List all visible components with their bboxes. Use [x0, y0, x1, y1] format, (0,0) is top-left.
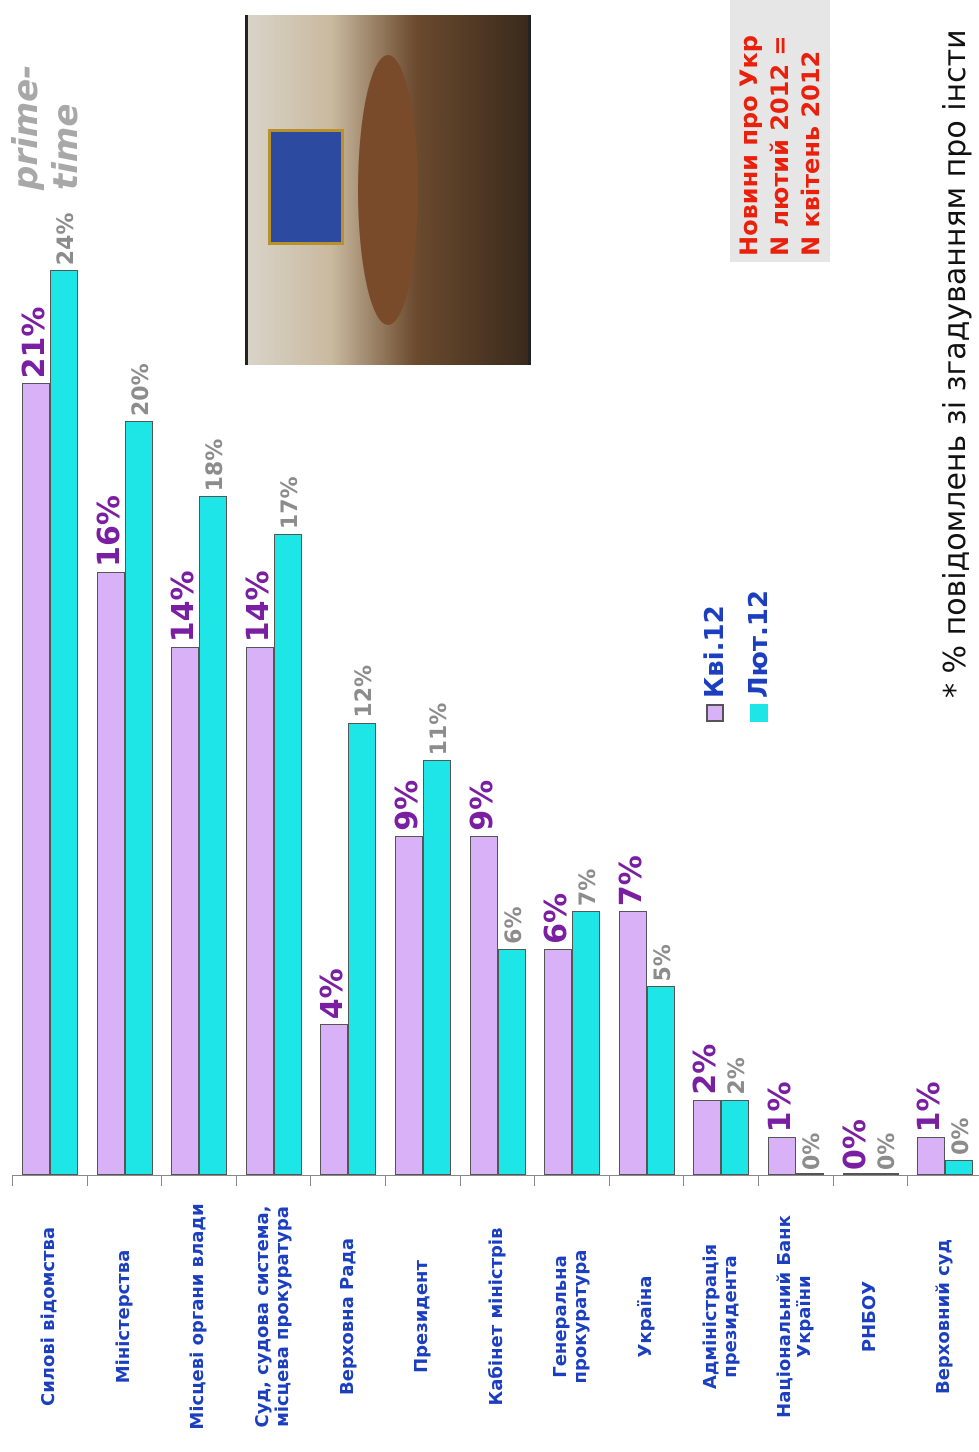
- value-label: 12%: [352, 664, 378, 718]
- value-label: 14%: [166, 570, 202, 643]
- bar: [395, 835, 423, 1175]
- photo-detail: [268, 129, 344, 245]
- value-label: 7%: [613, 855, 649, 907]
- value-label: 6%: [539, 892, 575, 944]
- bar: [768, 1137, 796, 1175]
- bar: [50, 270, 78, 1175]
- axis-tick: [161, 1176, 163, 1186]
- bar: [469, 835, 498, 1175]
- bar: [842, 1173, 871, 1175]
- bar: [646, 986, 675, 1175]
- bar: [199, 496, 228, 1175]
- footnote: * % повідомлень зі згадуванням про інсти: [938, 29, 973, 698]
- value-label: 0%: [837, 1119, 873, 1170]
- bar: [171, 647, 200, 1175]
- bar: [348, 722, 377, 1175]
- bar: [870, 1173, 899, 1175]
- category-label: Суд, судова система, місцева прокуратура: [252, 1205, 294, 1428]
- axis-tick: [12, 1176, 13, 1186]
- note: Новини про Укр N лютий 2012 = N квітень 20…: [734, 35, 827, 256]
- axis-tick: [608, 1176, 610, 1186]
- value-label: 21%: [17, 306, 52, 379]
- value-label: 7%: [576, 868, 602, 907]
- bar: [497, 948, 526, 1175]
- legend-item: Кві.12: [700, 590, 730, 722]
- axis-tick: [385, 1176, 386, 1186]
- value-label: 17%: [277, 476, 303, 530]
- bar: [693, 1099, 722, 1175]
- value-label: 2%: [725, 1057, 751, 1095]
- bar: [245, 647, 274, 1175]
- category-label: Адміністрація президента: [699, 1243, 741, 1390]
- bar: [544, 948, 573, 1175]
- bar: [796, 1173, 824, 1175]
- photo: [245, 15, 531, 365]
- category-label: РНБОУ: [858, 1280, 880, 1353]
- axis-line: [12, 1175, 979, 1176]
- legend-swatch: [706, 704, 724, 722]
- value-label: 1%: [763, 1081, 798, 1133]
- note-line: N квітень 2012: [797, 50, 825, 256]
- bar: [917, 1137, 946, 1175]
- bar: [945, 1159, 974, 1175]
- axis-tick: [534, 1176, 536, 1186]
- value-label: 11%: [427, 702, 452, 756]
- value-label: 16%: [91, 495, 127, 567]
- value-label: 6%: [501, 906, 527, 944]
- value-label: 0%: [949, 1117, 975, 1155]
- note-line: Новини про Укр: [735, 35, 763, 256]
- bar: [320, 1024, 349, 1175]
- axis-tick: [907, 1176, 909, 1186]
- category-label: Верховна Рада: [336, 1237, 358, 1396]
- category-label: Національний Банк України: [774, 1215, 816, 1418]
- legend: Кві.12 Лют.12: [700, 590, 788, 722]
- category-label: Президент: [411, 1260, 433, 1373]
- category-label: Місцеві органи влади: [187, 1203, 209, 1430]
- value-label: 0%: [874, 1132, 900, 1170]
- legend-item: Лют.12: [744, 590, 774, 722]
- value-label: 0%: [800, 1132, 825, 1170]
- axis-tick: [235, 1176, 237, 1186]
- note-line: N лютий 2012 =: [766, 35, 794, 256]
- value-label: 5%: [650, 944, 676, 982]
- value-label: 1%: [912, 1081, 948, 1133]
- value-label: 4%: [315, 968, 351, 1020]
- axis-tick: [758, 1176, 759, 1186]
- bar: [22, 383, 50, 1175]
- value-label: 20%: [128, 363, 154, 416]
- legend-label: Лют.12: [744, 590, 774, 698]
- category-label: Україна: [635, 1275, 657, 1358]
- bar: [96, 571, 125, 1175]
- value-label: 24%: [54, 212, 79, 266]
- category-label: Силові відомства: [38, 1227, 60, 1407]
- axis-tick: [459, 1176, 461, 1186]
- value-label: 9%: [390, 779, 425, 831]
- bar: [423, 760, 451, 1175]
- category-label: Верховний суд: [933, 1238, 955, 1395]
- brand: prime-time: [6, 64, 86, 190]
- category-label: Міністерства: [112, 1249, 134, 1384]
- value-label: 18%: [203, 438, 229, 492]
- legend-swatch: [750, 704, 768, 722]
- bar: [572, 911, 601, 1175]
- legend-label: Кві.12: [700, 605, 730, 698]
- value-label: 2%: [688, 1043, 724, 1095]
- axis-tick: [832, 1176, 834, 1186]
- axis-tick: [310, 1176, 312, 1186]
- value-label: 9%: [464, 779, 500, 831]
- bar: [273, 534, 302, 1175]
- axis-tick: [683, 1176, 685, 1186]
- bar: [124, 421, 153, 1175]
- bar: [618, 911, 647, 1175]
- value-label: 14%: [240, 570, 276, 643]
- category-label: Кабінет міністрів: [485, 1227, 507, 1406]
- axis-tick: [86, 1176, 88, 1186]
- photo-detail: [358, 55, 418, 325]
- category-label: Генеральна прокуратура: [550, 1249, 592, 1384]
- bar: [721, 1099, 750, 1175]
